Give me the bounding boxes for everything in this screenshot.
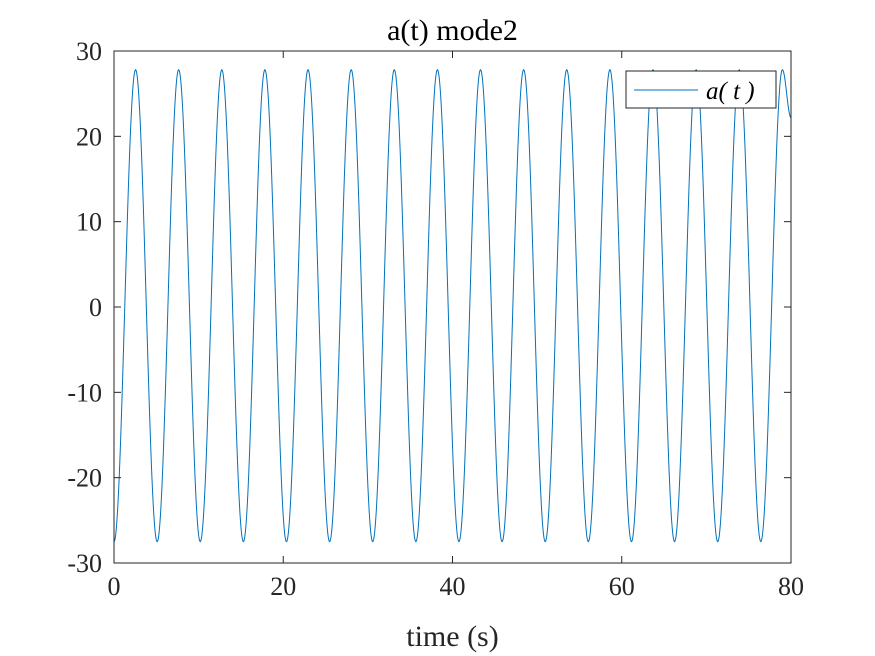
y-tick-label: 0 <box>89 293 102 322</box>
x-tick-label: 60 <box>609 572 635 601</box>
ticks-group: 0 20 40 60 80 -30 -20 -10 0 10 20 30 <box>67 37 804 601</box>
y-tick-label: 20 <box>76 122 102 151</box>
series-line-0 <box>113 69 792 543</box>
y-tick-label: -30 <box>67 549 102 578</box>
chart-title: a(t) mode2 <box>387 14 518 47</box>
x-tick-label: 80 <box>778 572 804 601</box>
plot-area <box>114 51 791 563</box>
x-tick-label: 20 <box>270 572 296 601</box>
legend: a( t ) <box>625 70 777 109</box>
x-tick-label: 40 <box>440 572 466 601</box>
y-tick-label: -20 <box>67 464 102 493</box>
y-tick-label: -10 <box>67 378 102 407</box>
x-axis-label: time (s) <box>406 620 498 653</box>
y-tick-label: 30 <box>76 37 102 66</box>
x-tick-label: 0 <box>108 572 121 601</box>
legend-label: a( t ) <box>706 78 755 105</box>
series-group <box>113 69 792 543</box>
y-tick-label: 10 <box>76 208 102 237</box>
